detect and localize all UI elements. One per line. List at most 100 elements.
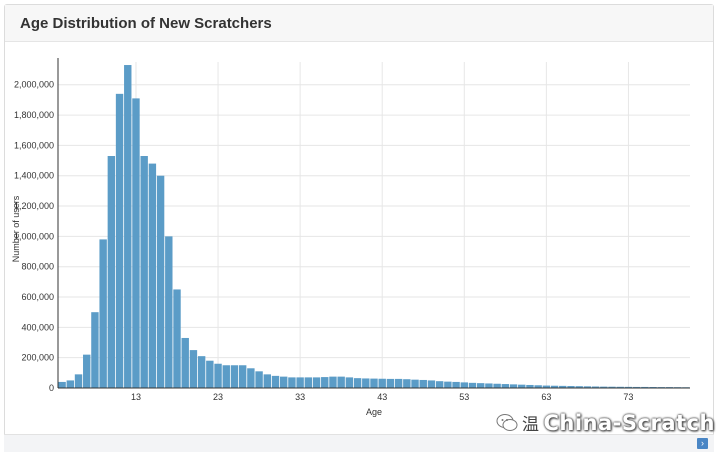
bar — [435, 381, 444, 388]
y-tick-label: 1,600,000 — [14, 140, 54, 150]
bar — [362, 378, 370, 388]
bar — [263, 374, 272, 388]
bar — [83, 354, 91, 388]
bar — [124, 65, 132, 388]
bar — [165, 236, 173, 388]
x-tick-label: 23 — [213, 392, 223, 402]
bar — [156, 175, 165, 388]
bar — [476, 383, 485, 388]
bar — [206, 360, 214, 388]
x-tick-label: 13 — [131, 392, 141, 402]
wechat-icon — [496, 413, 518, 431]
bar — [411, 379, 419, 388]
bar — [238, 365, 247, 388]
y-tick-label: 1,400,000 — [14, 171, 54, 181]
bar — [583, 386, 592, 388]
bar — [394, 378, 403, 388]
bar — [353, 378, 362, 388]
bar — [115, 93, 124, 388]
y-tick-label: 1,000,000 — [14, 231, 54, 241]
bar — [197, 356, 206, 388]
y-axis-title: Number of users — [11, 195, 21, 262]
bar — [460, 382, 468, 388]
bar — [485, 383, 493, 388]
bar — [567, 386, 575, 388]
bar — [140, 156, 148, 388]
bar — [296, 377, 304, 388]
bar — [501, 384, 510, 388]
bar — [271, 375, 280, 388]
bar — [329, 376, 337, 388]
bar — [575, 386, 583, 388]
bar — [591, 386, 600, 388]
panel-header: Age Distribution of New Scratchers — [5, 5, 713, 42]
x-tick-label: 73 — [623, 392, 633, 402]
bar — [542, 385, 551, 388]
watermark: 温 China-Scratch — [496, 410, 715, 435]
bar — [214, 363, 222, 388]
bar — [74, 374, 83, 388]
bar — [345, 377, 354, 388]
bar — [66, 380, 75, 388]
bar — [419, 379, 427, 388]
bar — [518, 384, 526, 388]
bar — [321, 377, 329, 388]
bar — [632, 386, 641, 388]
bar — [312, 377, 321, 388]
bar — [526, 384, 534, 388]
bar — [247, 368, 255, 388]
bar — [230, 365, 239, 388]
x-tick-label: 43 — [377, 392, 387, 402]
bar — [559, 385, 567, 388]
watermark-prefix: 温 — [522, 415, 540, 435]
bar — [181, 337, 189, 388]
bar — [378, 378, 386, 388]
bar — [550, 385, 559, 388]
bar — [58, 381, 66, 388]
bar — [280, 376, 288, 388]
bar — [222, 365, 230, 388]
bar — [608, 386, 616, 388]
bar — [132, 98, 140, 389]
x-tick-label: 53 — [459, 392, 469, 402]
bar — [534, 385, 542, 388]
bar — [403, 379, 411, 388]
x-tick-label: 33 — [295, 392, 305, 402]
bar — [468, 382, 477, 388]
bar — [509, 384, 518, 388]
watermark-text: China-Scratch — [543, 410, 715, 435]
x-axis-title: Age — [366, 407, 382, 417]
bar — [148, 163, 157, 388]
bar — [600, 386, 608, 388]
x-tick-label: 63 — [541, 392, 551, 402]
bar — [255, 371, 263, 388]
bar — [107, 156, 116, 388]
bar — [444, 381, 452, 388]
page-title: Age Distribution of New Scratchers — [20, 14, 272, 32]
y-tick-label: 200,000 — [21, 353, 54, 363]
y-tick-label: 1,800,000 — [14, 110, 54, 120]
bar — [370, 378, 378, 388]
bar — [427, 380, 436, 388]
bar — [288, 377, 296, 388]
bar — [99, 239, 107, 388]
y-tick-label: 600,000 — [21, 292, 54, 302]
bar — [616, 386, 624, 388]
bar — [173, 289, 181, 388]
bar — [91, 312, 99, 388]
bar — [386, 378, 395, 388]
panel-footer: › — [4, 434, 714, 452]
y-tick-label: 1,200,000 — [14, 201, 54, 211]
bar — [337, 376, 345, 388]
y-tick-label: 0 — [49, 383, 54, 393]
y-tick-label: 400,000 — [21, 322, 54, 332]
y-tick-label: 800,000 — [21, 262, 54, 272]
bar — [189, 350, 198, 388]
expand-icon[interactable]: › — [697, 438, 708, 449]
bar — [624, 386, 633, 388]
bar — [493, 383, 501, 388]
y-tick-label: 2,000,000 — [14, 80, 54, 90]
bar — [641, 386, 649, 388]
bar — [304, 377, 313, 388]
